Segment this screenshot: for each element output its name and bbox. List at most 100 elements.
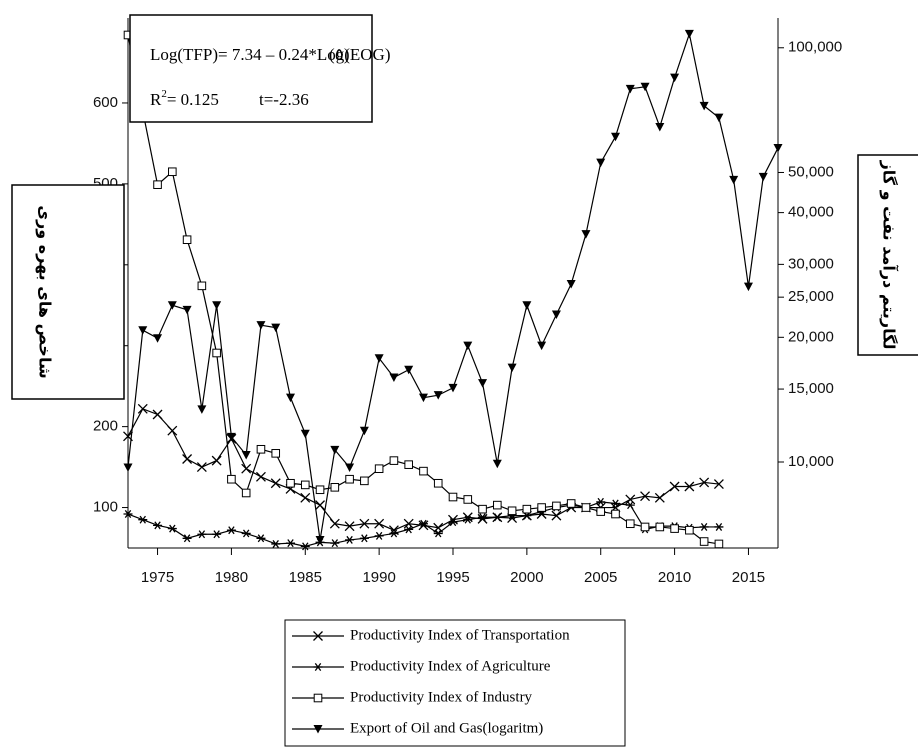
x-tick-label: 2005	[584, 569, 617, 586]
marker-square	[714, 539, 724, 549]
legend-label: Export of Oil and Gas(logaritm)	[350, 720, 543, 736]
marker-x	[313, 631, 323, 641]
marker-square	[566, 499, 576, 508]
y-tick-label: 200	[93, 418, 118, 435]
marker-square	[197, 281, 207, 291]
marker-x	[684, 481, 695, 492]
marker-square	[448, 492, 458, 502]
marker-star	[300, 542, 310, 551]
legend: Productivity Index of Transportation Prod…	[292, 627, 570, 736]
marker-x	[211, 455, 222, 466]
y2-tick-label: 25,000	[788, 288, 834, 305]
marker-triangle	[537, 341, 547, 351]
marker-square	[685, 525, 694, 535]
marker-square	[300, 480, 310, 490]
marker-triangle	[404, 365, 414, 375]
marker-star	[492, 513, 502, 522]
marker-square	[315, 485, 325, 495]
marker-x	[344, 521, 355, 532]
marker-star	[374, 531, 384, 540]
marker-x	[403, 518, 414, 529]
marker-x	[329, 518, 340, 529]
r2-rest: = 0.125	[167, 90, 219, 109]
marker-triangle	[212, 301, 222, 310]
marker-x	[270, 478, 281, 489]
marker-triangle	[226, 432, 236, 442]
marker-square	[507, 506, 517, 516]
marker-x	[152, 409, 163, 420]
marker-triangle	[241, 450, 251, 460]
marker-triangle	[611, 132, 620, 142]
marker-square	[212, 348, 221, 358]
marker-triangle	[551, 310, 561, 320]
marker-square	[271, 449, 281, 458]
marker-square	[611, 509, 620, 519]
marker-triangle	[596, 158, 606, 168]
marker-triangle	[359, 426, 369, 436]
y-label-box	[11, 184, 125, 400]
marker-triangle	[345, 463, 355, 472]
marker-square	[286, 478, 295, 488]
marker-star	[611, 499, 620, 508]
marker-square	[478, 504, 487, 514]
marker-x	[315, 500, 326, 511]
marker-square	[256, 444, 266, 454]
y-tick-label: 100	[93, 499, 118, 516]
x-tick-label: 1980	[215, 569, 248, 586]
marker-square	[699, 537, 709, 546]
marker-square	[670, 524, 679, 533]
marker-square	[227, 474, 236, 484]
marker-square	[389, 456, 399, 465]
t-stat: t=-2.36	[259, 90, 309, 109]
marker-triangle	[773, 143, 783, 153]
marker-square	[625, 519, 635, 529]
marker-square	[182, 235, 192, 245]
y-axis-label: شاخص های بهره وری	[36, 205, 55, 378]
equation-number: (٥)	[329, 45, 349, 64]
marker-square	[493, 500, 502, 510]
marker-triangle	[389, 373, 399, 382]
marker-triangle	[330, 445, 340, 455]
marker-triangle	[463, 341, 473, 351]
marker-triangle	[655, 122, 665, 132]
marker-square	[404, 460, 413, 469]
marker-x	[167, 425, 178, 436]
marker-triangle	[699, 101, 709, 111]
marker-triangle	[729, 175, 739, 185]
marker-triangle	[566, 279, 576, 289]
marker-star	[330, 539, 340, 548]
marker-square	[596, 507, 606, 516]
marker-triangle	[670, 73, 680, 83]
marker-star	[182, 534, 192, 543]
marker-square	[241, 488, 251, 498]
marker-triangle	[522, 301, 532, 310]
marker-square	[581, 503, 591, 512]
marker-triangle	[492, 459, 502, 469]
marker-star	[212, 530, 222, 539]
marker-star	[714, 522, 724, 531]
y2-label-box	[857, 154, 918, 356]
marker-x	[640, 491, 651, 502]
marker-star	[478, 513, 488, 522]
marker-triangle	[315, 536, 325, 545]
y2-tick-label: 15,000	[788, 380, 834, 397]
marker-star	[197, 530, 207, 539]
marker-square	[360, 476, 369, 486]
marker-triangle	[581, 230, 591, 239]
marker-square	[433, 478, 443, 488]
marker-triangle	[300, 429, 310, 439]
marker-triangle	[507, 363, 517, 373]
marker-triangle	[313, 725, 323, 734]
y-tick-label: 600	[93, 94, 118, 111]
marker-square	[374, 464, 384, 474]
x-tick-label: 1975	[141, 569, 174, 586]
marker-x	[418, 520, 429, 531]
marker-triangle	[197, 405, 207, 414]
marker-square	[522, 504, 532, 514]
marker-star	[123, 510, 133, 519]
marker-x	[477, 513, 488, 524]
marker-triangle	[448, 383, 458, 393]
equation: Log(TFP)= 7.34 – 0.24*Log(EOG)	[150, 45, 390, 64]
marker-x	[137, 403, 148, 414]
